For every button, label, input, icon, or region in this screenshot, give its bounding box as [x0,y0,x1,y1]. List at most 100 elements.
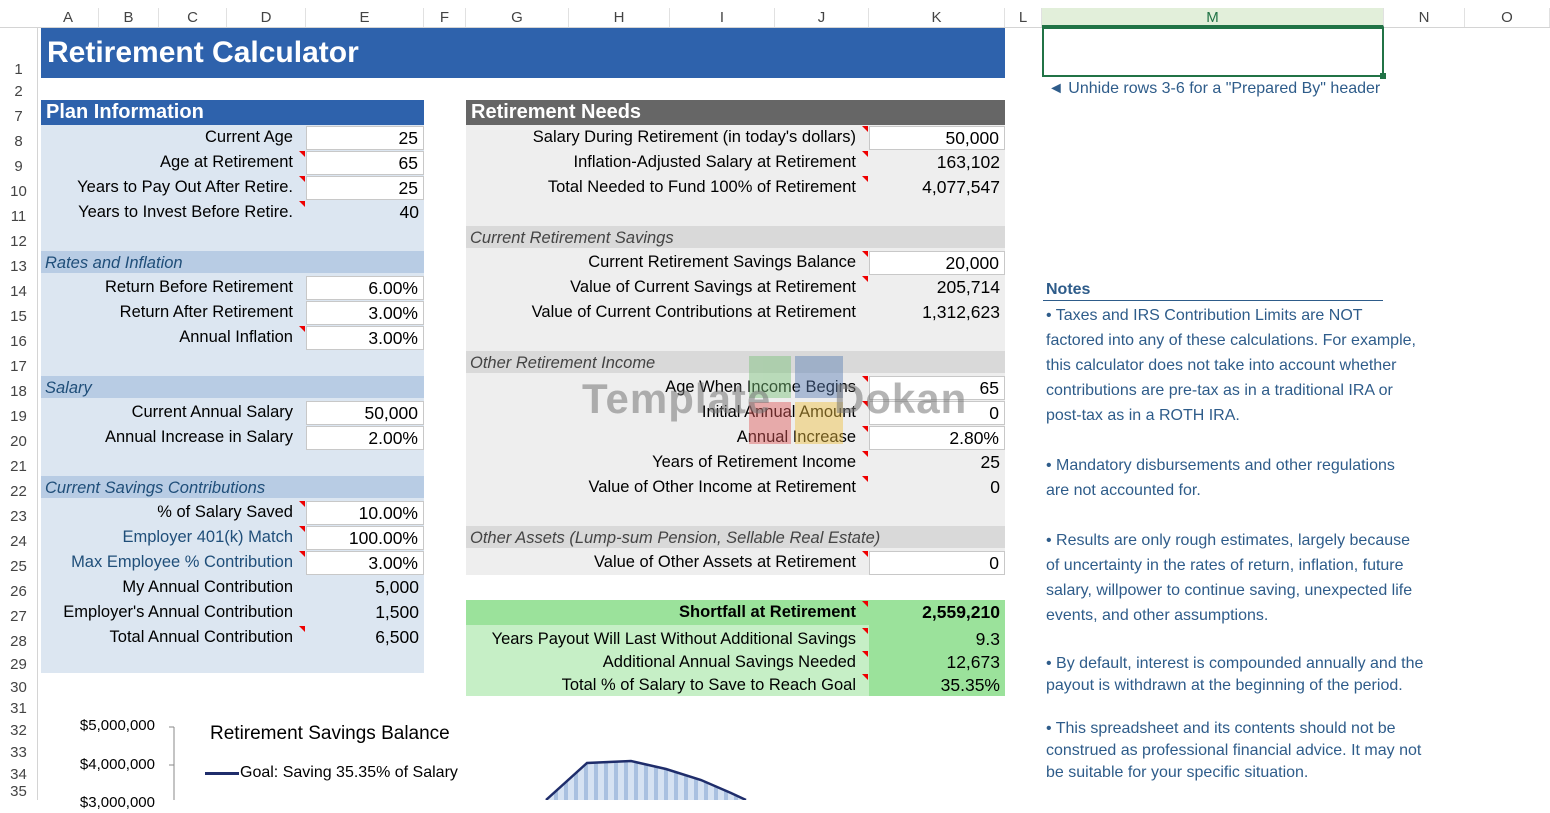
row-header-15[interactable]: 15 [0,300,38,325]
comment-indicator[interactable] [862,476,868,482]
row-header-32[interactable]: 32 [0,717,38,739]
hint-text: ◄ Unhide rows 3-6 for a "Prepared By" he… [1048,80,1381,97]
plan-header: Plan Information [41,100,424,125]
column-header-j[interactable]: J [775,8,869,27]
comment-indicator[interactable] [862,601,868,607]
row-header-29[interactable]: 29 [0,650,38,673]
column-header-m[interactable]: M [1042,8,1384,27]
row-header-1[interactable]: 1 [0,28,38,78]
column-header-c[interactable]: C [159,8,227,27]
row-header-16[interactable]: 16 [0,325,38,350]
row-header-19[interactable]: 19 [0,400,38,425]
column-header-d[interactable]: D [227,8,306,27]
salary-row-input[interactable]: 2.00% [306,426,424,450]
contrib-row-input[interactable]: 100.00% [306,526,424,550]
row-header-34[interactable]: 34 [0,761,38,783]
rates-row-input[interactable]: 6.00% [306,276,424,300]
row-header-25[interactable]: 25 [0,550,38,575]
contrib-row-label: Employer's Annual Contribution [63,603,293,621]
comment-indicator[interactable] [862,628,868,634]
plan-row-input[interactable]: 65 [306,151,424,175]
comment-indicator[interactable] [862,251,868,257]
fill-handle[interactable] [1380,73,1386,79]
row-header-20[interactable]: 20 [0,425,38,450]
row-header-12[interactable]: 12 [0,225,38,250]
comment-indicator[interactable] [299,501,305,507]
column-header-n[interactable]: N [1384,8,1465,27]
rates-row-label: Annual Inflation [179,328,293,346]
comment-indicator[interactable] [299,151,305,157]
y-tick-label: $5,000,000 [79,717,155,734]
comment-indicator[interactable] [862,551,868,557]
comment-indicator[interactable] [862,376,868,382]
comment-indicator[interactable] [862,451,868,457]
row-header-11[interactable]: 11 [0,200,38,225]
row-header-17[interactable]: 17 [0,350,38,375]
watermark-logo [749,356,845,444]
column-header-f[interactable]: F [424,8,466,27]
comment-indicator[interactable] [299,526,305,532]
other-row-input[interactable]: 2.80% [869,426,1005,450]
comment-indicator[interactable] [299,551,305,557]
selected-cell-m1[interactable] [1042,27,1384,77]
contrib-row-input[interactable]: 10.00% [306,501,424,525]
rates-row-input[interactable]: 3.00% [306,326,424,350]
column-header-l[interactable]: L [1005,8,1042,27]
y-tick-label: $3,000,000 [79,794,155,811]
column-header-e[interactable]: E [306,8,424,27]
notes-underline [1043,300,1383,301]
column-header-h[interactable]: H [569,8,670,27]
watermark-text: Template Dokan [582,375,968,422]
column-header-i[interactable]: I [670,8,775,27]
column-header-g[interactable]: G [466,8,569,27]
column-header-k[interactable]: K [869,8,1005,27]
row-header-9[interactable]: 9 [0,150,38,175]
row-header-31[interactable]: 31 [0,696,38,717]
row-header-33[interactable]: 33 [0,739,38,761]
comment-indicator[interactable] [299,201,305,207]
row-header-8[interactable]: 8 [0,125,38,150]
comment-indicator[interactable] [299,176,305,182]
other-row-input[interactable]: 65 [869,376,1005,400]
contrib-row-input[interactable]: 3.00% [306,551,424,575]
rates-row-input[interactable]: 3.00% [306,301,424,325]
row-header-10[interactable]: 10 [0,175,38,200]
plan-row-input[interactable]: 25 [306,126,424,150]
note-line: • By default, interest is compounded ann… [1046,655,1424,672]
comment-indicator[interactable] [299,626,305,632]
comment-indicator[interactable] [299,326,305,332]
comment-indicator[interactable] [862,401,868,407]
needs-row-input[interactable]: 50,000 [869,126,1005,150]
row-header-28[interactable]: 28 [0,625,38,650]
row-header-22[interactable]: 22 [0,475,38,500]
row-header-24[interactable]: 24 [0,525,38,550]
row-header-18[interactable]: 18 [0,375,38,400]
savings-row-input[interactable]: 20,000 [869,251,1005,275]
row-header-26[interactable]: 26 [0,575,38,600]
comment-indicator[interactable] [862,674,868,680]
row-header-7[interactable]: 7 [0,100,38,125]
other-row-input[interactable]: 0 [869,401,1005,425]
row-header-21[interactable]: 21 [0,450,38,475]
comment-indicator[interactable] [862,426,868,432]
column-header-o[interactable]: O [1465,8,1550,27]
assets-row-input[interactable]: 0 [869,551,1005,575]
plan-row-input[interactable]: 25 [306,176,424,200]
comment-indicator[interactable] [862,276,868,282]
row-header-30[interactable]: 30 [0,673,38,696]
comment-indicator[interactable] [862,151,868,157]
row-header-35[interactable]: 35 [0,783,38,800]
comment-indicator[interactable] [862,176,868,182]
row-header-13[interactable]: 13 [0,250,38,275]
column-header-a[interactable]: A [38,8,99,27]
row-header-14[interactable]: 14 [0,275,38,300]
plan-row-label: Years to Invest Before Retire. [78,203,293,221]
comment-indicator[interactable] [862,126,868,132]
row-header-23[interactable]: 23 [0,500,38,525]
comment-indicator[interactable] [862,651,868,657]
plan-row-label: Current Age [204,128,293,146]
row-header-2[interactable]: 2 [0,78,38,100]
column-header-b[interactable]: B [99,8,159,27]
row-header-27[interactable]: 27 [0,600,38,625]
salary-row-input[interactable]: 50,000 [306,401,424,425]
